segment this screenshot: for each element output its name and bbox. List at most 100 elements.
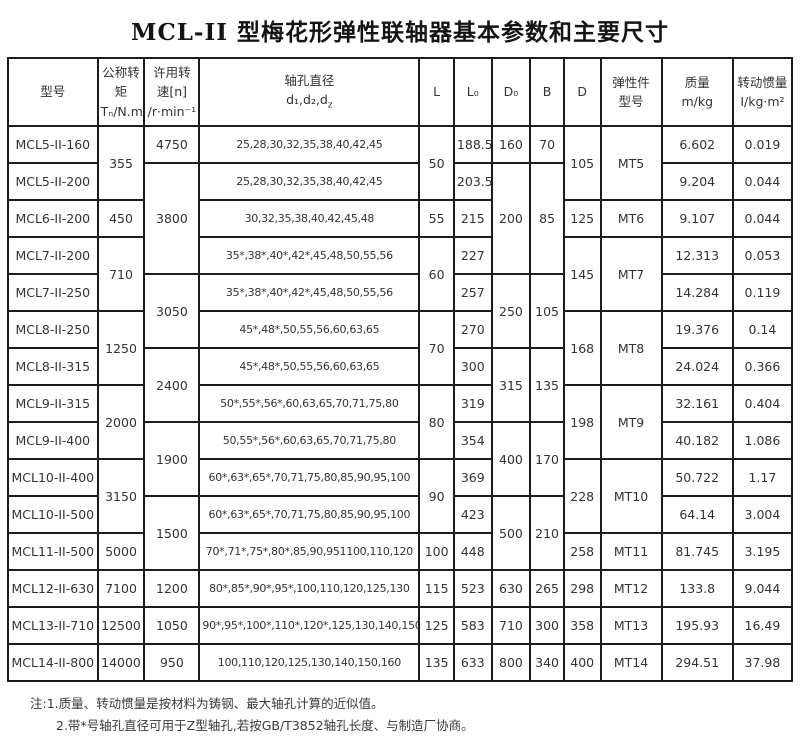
cell-l0: 633 — [452, 643, 493, 682]
cell-b: 70 — [529, 125, 565, 164]
cell-bore: 100,110,120,125,130,140,150,160 — [198, 643, 421, 682]
col-header-l0: L₀ — [452, 57, 493, 127]
d0-header-label: D₀ — [503, 84, 519, 100]
cell-b: 105 — [529, 273, 565, 349]
cell-b: 85 — [529, 162, 565, 275]
cell-bore: 45*,48*,50,55,56,60,63,65 — [198, 310, 421, 349]
cell-inertia: 0.404 — [731, 384, 794, 423]
col-header-b: B — [529, 57, 565, 127]
table-row: MCL13-II-710 12500 1050 90*,95*,100*,110… — [7, 606, 794, 645]
note-line-1: 注:1.质量、转动惯量是按材料为铸钢、最大轴孔计算的近似值。 — [30, 696, 384, 711]
cell-model: MCL13-II-710 — [7, 606, 99, 645]
cell-l: 115 — [418, 569, 455, 608]
cell-b: 170 — [529, 421, 565, 497]
cell-inertia: 0.119 — [731, 273, 794, 312]
cell-torque: 14000 — [96, 643, 146, 682]
cell-l0: 369 — [452, 458, 493, 497]
cell-d: 228 — [562, 458, 602, 534]
cell-torque: 710 — [96, 236, 146, 312]
cell-l0: 523 — [452, 569, 493, 608]
cell-l: 50 — [418, 125, 455, 201]
cell-d0: 250 — [490, 273, 532, 349]
cell-d: 125 — [562, 199, 602, 238]
cell-d: 400 — [562, 643, 602, 682]
cell-inertia: 1.17 — [731, 458, 794, 497]
cell-model: MCL10-II-400 — [7, 458, 99, 497]
cell-inertia: 16.49 — [731, 606, 794, 645]
cell-inertia: 0.044 — [731, 162, 794, 201]
inertia-header-line1: 转动惯量 — [737, 74, 788, 90]
cell-l0: 227 — [452, 236, 493, 275]
cell-l: 60 — [418, 236, 455, 312]
cell-speed: 1200 — [143, 569, 201, 608]
bore-header-line2: d₁,d₂,dz — [202, 90, 416, 113]
cell-torque: 3150 — [96, 458, 146, 534]
mass-header-line2: m/kg — [681, 94, 713, 109]
cell-inertia: 37.98 — [731, 643, 794, 682]
torque-header-line1: 公称转矩 — [102, 64, 140, 100]
table-row: MCL7-II-200 710 35*,38*,40*,42*,45,48,50… — [7, 236, 794, 312]
cell-b: 135 — [529, 347, 565, 423]
cell-mass: 9.107 — [660, 199, 734, 238]
cell-model: MCL6-II-200 — [7, 199, 99, 238]
cell-model: MCL7-II-200 — [7, 236, 99, 275]
cell-elastic: MT8 — [599, 310, 663, 386]
cell-d0: 500 — [490, 495, 532, 571]
cell-elastic: MT6 — [599, 199, 663, 238]
cell-b: 340 — [529, 643, 565, 682]
cell-d: 258 — [562, 532, 602, 571]
cell-bore: 50,55*,56*,60,63,65,70,71,75,80 — [198, 421, 421, 460]
cell-speed: 1900 — [143, 421, 201, 497]
d-header-label: D — [577, 84, 588, 100]
cell-bore: 50*,55*,56*,60,63,65,70,71,75,80 — [198, 384, 421, 423]
cell-torque: 7100 — [96, 569, 146, 608]
elastic-header-line1: 弹性件 — [612, 74, 650, 90]
cell-l0: 300 — [452, 347, 493, 386]
col-header-torque: 公称转矩 Tₙ/N.m — [96, 57, 146, 127]
cell-l0: 319 — [452, 384, 493, 423]
cell-elastic: MT9 — [599, 384, 663, 460]
speed-header-line2: /r·min⁻¹ — [147, 103, 197, 119]
cell-d: 198 — [562, 384, 602, 460]
col-header-bore: 轴孔直径 d₁,d₂,dz — [198, 57, 421, 127]
cell-bore: 35*,38*,40*,42*,45,48,50,55,56 — [198, 236, 421, 275]
inertia-header-line2: I/kg·m² — [740, 94, 785, 109]
table-row: MCL14-II-800 14000 950 100,110,120,125,1… — [7, 643, 794, 682]
cell-inertia: 0.053 — [731, 236, 794, 275]
cell-elastic: MT5 — [599, 125, 663, 201]
cell-mass: 195.93 — [660, 606, 734, 645]
cell-bore: 60*,63*,65*,70,71,75,80,85,90,95,100 — [198, 458, 421, 497]
table-body: MCL5-II-160 355 4750 25,28,30,32,35,38,4… — [7, 125, 794, 682]
cell-bore: 45*,48*,50,55,56,60,63,65 — [198, 347, 421, 386]
cell-l: 80 — [418, 384, 455, 460]
cell-speed: 3050 — [143, 273, 201, 349]
cell-model: MCL10-II-500 — [7, 495, 99, 534]
cell-bore: 70*,71*,75*,80*,85,90,951100,110,120 — [198, 532, 421, 571]
cell-inertia: 3.004 — [731, 495, 794, 534]
cell-mass: 32.161 — [660, 384, 734, 423]
cell-l: 125 — [418, 606, 455, 645]
note-line-2: 2.带*号轴孔直径可用于Z型轴孔,若按GB/T3852轴孔长度、与制造厂协商。 — [56, 717, 474, 733]
cell-speed: 4750 — [143, 125, 201, 164]
cell-model: MCL12-II-630 — [7, 569, 99, 608]
cell-torque: 355 — [96, 125, 146, 201]
cell-elastic: MT14 — [599, 643, 663, 682]
cell-bore: 25,28,30,32,35,38,40,42,45 — [198, 162, 421, 201]
col-header-l: L — [418, 57, 455, 127]
cell-b: 265 — [529, 569, 565, 608]
table-row: MCL6-II-200 450 30,32,35,38,40,42,45,48 … — [7, 199, 794, 238]
table-row: MCL11-II-500 5000 70*,71*,75*,80*,85,90,… — [7, 532, 794, 571]
cell-mass: 6.602 — [660, 125, 734, 164]
cell-torque: 450 — [96, 199, 146, 238]
cell-mass: 64.14 — [660, 495, 734, 534]
cell-d0: 315 — [490, 347, 532, 423]
cell-d0: 400 — [490, 421, 532, 497]
cell-b: 300 — [529, 606, 565, 645]
cell-d0: 800 — [490, 643, 532, 682]
cell-l0: 270 — [452, 310, 493, 349]
cell-torque: 12500 — [96, 606, 146, 645]
cell-mass: 19.376 — [660, 310, 734, 349]
cell-bore: 60*,63*,65*,70,71,75,80,85,90,95,100 — [198, 495, 421, 534]
cell-mass: 40.182 — [660, 421, 734, 460]
cell-inertia: 0.019 — [731, 125, 794, 164]
